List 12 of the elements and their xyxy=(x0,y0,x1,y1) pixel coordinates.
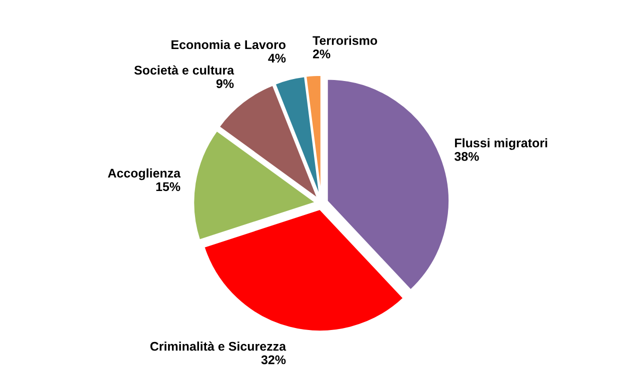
slice-label: Flussi migratori xyxy=(455,138,548,150)
slice-label: Società e cultura xyxy=(134,65,234,75)
slice-label: Criminalità e Sicurezza xyxy=(150,341,286,351)
slice-label: Terrorismo xyxy=(312,36,378,45)
data-label: 15% xyxy=(156,182,180,192)
data-label: 4% xyxy=(268,54,286,63)
slice-label: Economia e Lavoro xyxy=(172,40,286,50)
data-label: 32% xyxy=(261,355,286,364)
data-label: 9% xyxy=(216,79,234,88)
slice-label: Accoglienza xyxy=(108,168,181,180)
data-label: 2% xyxy=(312,50,330,58)
data-label: 38% xyxy=(454,152,479,161)
